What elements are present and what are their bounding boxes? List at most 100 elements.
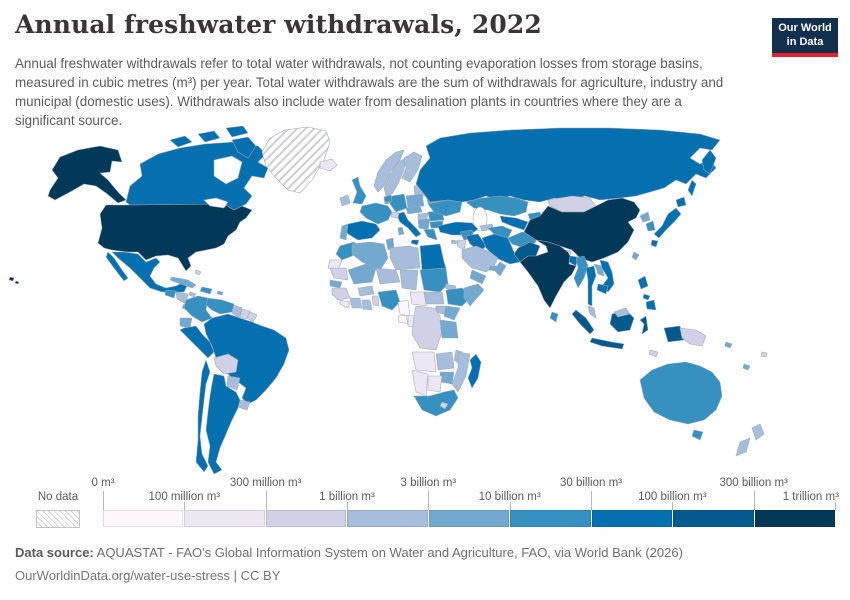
legend-bin-3[interactable]: [347, 510, 428, 527]
attribution-line[interactable]: OurWorldinData.org/water-use-stress | CC…: [15, 568, 281, 584]
country-canada-arctic-2[interactable]: [197, 130, 221, 143]
country-finland[interactable]: [401, 151, 423, 183]
country-egypt[interactable]: [419, 243, 447, 271]
country-argentina[interactable]: [205, 373, 241, 475]
country-guatemala[interactable]: [164, 289, 177, 299]
country-vietnam[interactable]: [599, 259, 615, 293]
country-iceland[interactable]: [319, 158, 338, 172]
country-sardinia[interactable]: [397, 226, 405, 236]
country-indonesia-sulawesi[interactable]: [639, 315, 649, 335]
country-sicily[interactable]: [410, 239, 420, 246]
country-canada-arctic-3[interactable]: [225, 125, 249, 138]
country-austria-czechia[interactable]: [405, 205, 423, 215]
country-canada-baffin[interactable]: [231, 136, 257, 159]
country-jamaica[interactable]: [188, 291, 197, 298]
country-japan-hokkaido[interactable]: [675, 196, 687, 208]
country-tasmania[interactable]: [691, 429, 704, 441]
country-indonesia-java[interactable]: [589, 337, 625, 350]
country-burkina-faso[interactable]: [357, 285, 375, 297]
country-bangladesh[interactable]: [568, 255, 579, 267]
country-new-zealand-north[interactable]: [751, 423, 765, 441]
country-cameroon[interactable]: [397, 299, 411, 317]
country-alaska[interactable]: [47, 145, 127, 204]
country-russia[interactable]: [415, 127, 721, 203]
country-south-africa[interactable]: [413, 389, 459, 417]
legend-bin-8[interactable]: [754, 510, 835, 527]
country-chad[interactable]: [399, 269, 419, 291]
country-malaysia-peninsula[interactable]: [587, 305, 597, 319]
country-niger[interactable]: [375, 267, 401, 285]
country-turkmenistan[interactable]: [487, 225, 513, 239]
country-solomon-islands[interactable]: [724, 341, 733, 349]
country-sudan[interactable]: [419, 267, 449, 293]
country-bahamas[interactable]: [194, 269, 202, 276]
country-japan-kyushu[interactable]: [650, 239, 659, 248]
country-russia-kamchatka[interactable]: [701, 149, 717, 175]
country-senegal[interactable]: [329, 279, 343, 289]
country-united-states[interactable]: [97, 203, 253, 272]
country-new-zealand-south[interactable]: [735, 437, 751, 457]
country-france[interactable]: [359, 202, 393, 225]
country-algeria[interactable]: [351, 241, 389, 271]
country-philippines-mindanao[interactable]: [645, 299, 657, 311]
legend-bin-2[interactable]: [265, 510, 347, 527]
country-japan-honshu[interactable]: [653, 207, 682, 239]
country-yemen[interactable]: [469, 269, 487, 285]
country-french-guiana[interactable]: [246, 311, 258, 323]
country-cambodia[interactable]: [596, 283, 609, 295]
legend-no-data-swatch[interactable]: [36, 510, 80, 528]
country-south-sudan[interactable]: [423, 291, 445, 305]
country-somalia[interactable]: [463, 283, 485, 307]
country-taiwan[interactable]: [631, 251, 640, 261]
country-sierra-leone-liberia[interactable]: [339, 299, 351, 309]
country-benin-togo[interactable]: [371, 295, 380, 307]
country-fiji[interactable]: [760, 351, 768, 358]
legend-bin-6[interactable]: [591, 510, 673, 527]
legend-bin-0[interactable]: [103, 510, 184, 527]
country-benelux[interactable]: [383, 194, 393, 203]
country-mexico-baja[interactable]: [105, 251, 129, 282]
country-uzbekistan[interactable]: [499, 215, 529, 231]
country-philippines-visayas[interactable]: [642, 293, 651, 301]
country-bolivia[interactable]: [213, 353, 239, 375]
country-united-kingdom[interactable]: [351, 176, 367, 205]
country-ecuador[interactable]: [179, 317, 193, 329]
country-poland[interactable]: [405, 193, 425, 209]
country-ivory-coast[interactable]: [349, 297, 363, 309]
country-papua-new-guinea[interactable]: [679, 327, 707, 347]
country-spain[interactable]: [343, 220, 381, 241]
country-madagascar[interactable]: [467, 353, 482, 389]
country-north-korea[interactable]: [639, 211, 651, 223]
country-hawaii[interactable]: [8, 276, 20, 285]
country-zimbabwe[interactable]: [439, 371, 455, 385]
country-ireland[interactable]: [339, 194, 351, 207]
country-guinea-region[interactable]: [331, 287, 351, 301]
country-uae[interactable]: [488, 265, 499, 272]
country-dr-congo[interactable]: [411, 305, 443, 351]
country-australia[interactable]: [639, 361, 723, 425]
country-puerto-rico[interactable]: [216, 290, 224, 296]
country-tanzania[interactable]: [439, 319, 459, 339]
owid-logo[interactable]: Our World in Data: [772, 18, 838, 57]
country-norway[interactable]: [373, 149, 405, 193]
country-indonesia-sumatra[interactable]: [571, 309, 595, 335]
country-cyprus[interactable]: [450, 239, 459, 245]
country-zambia[interactable]: [435, 351, 455, 371]
country-mauritania[interactable]: [329, 267, 349, 281]
country-south-korea[interactable]: [645, 220, 656, 232]
country-cuba[interactable]: [169, 276, 197, 289]
country-indonesia-papua[interactable]: [663, 325, 685, 343]
country-china[interactable]: [523, 197, 641, 263]
country-kenya[interactable]: [443, 305, 461, 321]
country-greenland[interactable]: [261, 126, 331, 194]
country-sweden[interactable]: [383, 157, 407, 197]
country-venezuela[interactable]: [205, 297, 235, 315]
country-brazil[interactable]: [203, 313, 290, 405]
legend-bin-7[interactable]: [673, 510, 754, 527]
country-paraguay[interactable]: [226, 375, 241, 391]
country-canada-arctic-1[interactable]: [169, 135, 193, 148]
country-peru[interactable]: [179, 325, 215, 359]
country-malaysia-borneo[interactable]: [613, 307, 631, 318]
country-mali[interactable]: [347, 263, 377, 285]
country-timor[interactable]: [648, 349, 659, 358]
